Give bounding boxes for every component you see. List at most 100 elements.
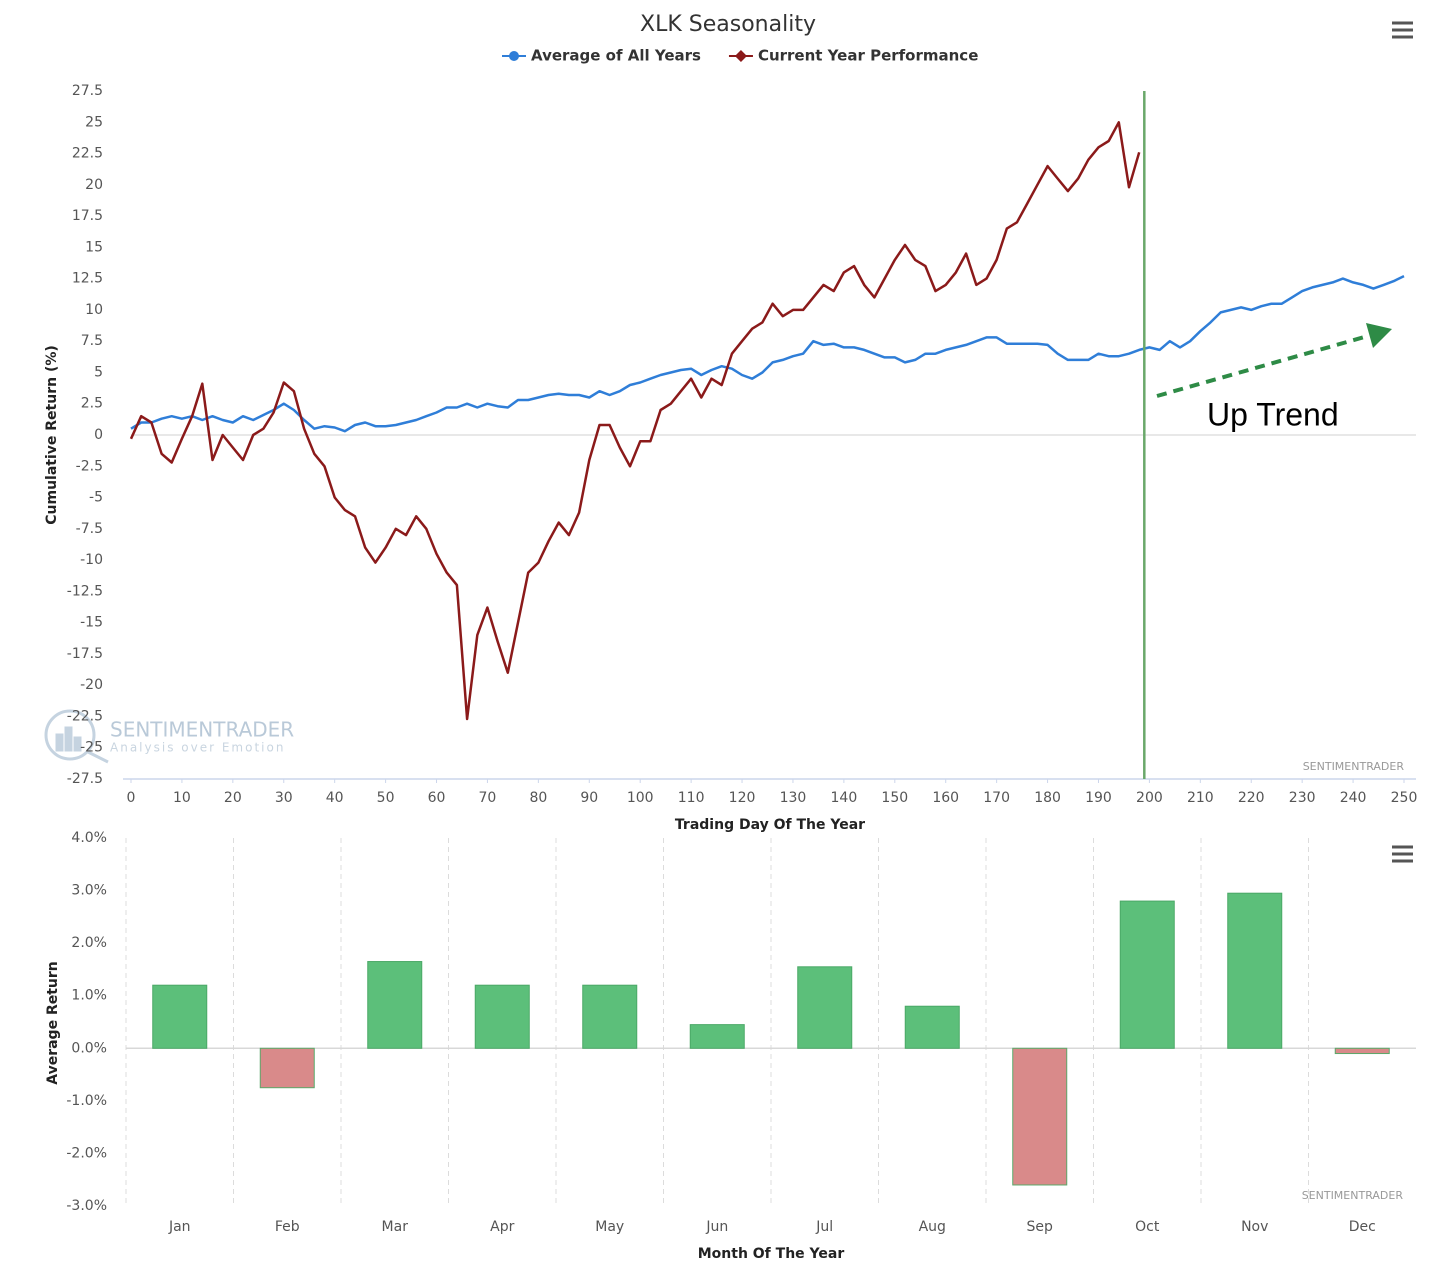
- x-tick-label: 210: [1187, 790, 1214, 806]
- logo-tagline: Analysis over Emotion: [110, 741, 285, 755]
- x-tick-label: 140: [831, 790, 858, 806]
- x-tick-label: 110: [678, 790, 705, 806]
- x-tick-label: Sep: [1027, 1219, 1054, 1235]
- y-tick-label: -7.5: [76, 521, 103, 537]
- chart-title: XLK Seasonality: [640, 12, 816, 37]
- y-tick-label: -2.5: [76, 458, 103, 474]
- x-axis-title: Trading Day Of The Year: [675, 817, 865, 833]
- watermark: SENTIMENTRADER: [1303, 760, 1405, 773]
- y-tick-label: 1.0%: [71, 988, 107, 1004]
- menu-icon[interactable]: [1392, 845, 1413, 863]
- x-tick-label: 60: [428, 790, 446, 806]
- y-tick-label: 20: [85, 177, 103, 193]
- menu-icon[interactable]: [1392, 21, 1413, 39]
- x-tick-label: Aug: [919, 1219, 946, 1235]
- x-tick-label: 220: [1238, 790, 1265, 806]
- legend-label: Current Year Performance: [758, 47, 978, 65]
- y-tick-label: 10: [85, 302, 103, 318]
- x-tick-label: 10: [173, 790, 191, 806]
- x-tick-label: 30: [275, 790, 293, 806]
- annotation: Up Trend: [1207, 396, 1339, 432]
- y-tick-label: -3.0%: [66, 1198, 107, 1214]
- bar: [152, 984, 208, 1049]
- x-tick-label: 200: [1136, 790, 1163, 806]
- x-tick-label: 230: [1289, 790, 1316, 806]
- trend-arrow: [1156, 323, 1392, 398]
- x-tick-label: 130: [780, 790, 807, 806]
- x-tick-label: 90: [580, 790, 598, 806]
- logo-icon: [44, 709, 109, 764]
- x-tick-label: 50: [377, 790, 395, 806]
- y-tick-label: -5: [89, 490, 103, 506]
- y-tick-label: 22.5: [72, 146, 103, 162]
- x-tick-label: May: [595, 1219, 624, 1235]
- y-tick-label: 2.5: [81, 396, 103, 412]
- bar: [1119, 900, 1175, 1049]
- x-tick-label: Jan: [168, 1219, 191, 1235]
- y-tick-label: 2.0%: [71, 935, 107, 951]
- bar: [367, 961, 423, 1049]
- y-tick-label: 7.5: [81, 333, 103, 349]
- x-tick-label: Feb: [275, 1219, 300, 1235]
- y-tick-label: -15: [80, 615, 103, 631]
- x-tick-label: Apr: [490, 1219, 514, 1235]
- series-line: [129, 121, 1141, 721]
- x-tick-label: Jun: [705, 1219, 728, 1235]
- x-tick-label: 150: [881, 790, 908, 806]
- x-tick-label: 180: [1034, 790, 1061, 806]
- y-tick-label: 17.5: [72, 208, 103, 224]
- bar: [1227, 892, 1283, 1049]
- x-tick-label: 250: [1391, 790, 1418, 806]
- y-tick-label: 5: [94, 364, 103, 380]
- y-tick-label: 25: [85, 114, 103, 130]
- x-tick-label: 170: [983, 790, 1010, 806]
- x-tick-label: 80: [529, 790, 547, 806]
- legend-marker: [734, 50, 747, 62]
- x-tick-label: Mar: [382, 1219, 409, 1235]
- y-tick-label: 12.5: [72, 271, 103, 287]
- logo-name: SENTIMENTRADER: [110, 718, 294, 742]
- bar: [1012, 1047, 1068, 1186]
- y-tick-label: -17.5: [67, 646, 103, 662]
- y-tick-label: -1.0%: [66, 1093, 107, 1109]
- bar: [797, 966, 853, 1049]
- y-tick-label: -25: [80, 740, 103, 756]
- y-tick-label: -22.5: [67, 708, 103, 724]
- series-line: [130, 274, 1405, 433]
- legend-marker: [509, 51, 519, 61]
- legend-label: Average of All Years: [531, 47, 701, 65]
- bar: [689, 1024, 745, 1049]
- x-tick-label: 20: [224, 790, 242, 806]
- watermark: SENTIMENTRADER: [1302, 1189, 1404, 1202]
- x-tick-label: 120: [729, 790, 756, 806]
- y-axis-title: Cumulative Return (%): [44, 345, 60, 525]
- y-tick-label: -12.5: [67, 583, 103, 599]
- bar: [582, 984, 638, 1049]
- x-tick-label: 40: [326, 790, 344, 806]
- x-tick-label: 190: [1085, 790, 1112, 806]
- y-tick-label: -20: [80, 677, 103, 693]
- x-tick-label: 240: [1340, 790, 1367, 806]
- x-tick-label: 0: [127, 790, 136, 806]
- y-tick-label: 27.5: [72, 83, 103, 99]
- y-tick-label: -27.5: [67, 771, 103, 787]
- bar: [904, 1005, 960, 1049]
- bar: [259, 1047, 315, 1089]
- y-tick-label: 0: [94, 427, 103, 443]
- x-tick-label: Jul: [815, 1219, 833, 1235]
- x-tick-label: 70: [479, 790, 497, 806]
- bar: [1334, 1047, 1390, 1055]
- x-axis-title: Month Of The Year: [698, 1246, 845, 1262]
- x-tick-label: 160: [932, 790, 959, 806]
- bar: [474, 984, 530, 1049]
- y-tick-label: 15: [85, 239, 103, 255]
- x-tick-label: Nov: [1241, 1219, 1268, 1235]
- y-tick-label: 0.0%: [71, 1040, 107, 1056]
- y-tick-label: 3.0%: [71, 883, 107, 899]
- x-tick-label: 100: [627, 790, 654, 806]
- y-tick-label: 4.0%: [71, 830, 107, 846]
- y-tick-label: -2.0%: [66, 1145, 107, 1161]
- y-tick-label: -10: [80, 552, 103, 568]
- x-tick-label: Dec: [1349, 1219, 1376, 1235]
